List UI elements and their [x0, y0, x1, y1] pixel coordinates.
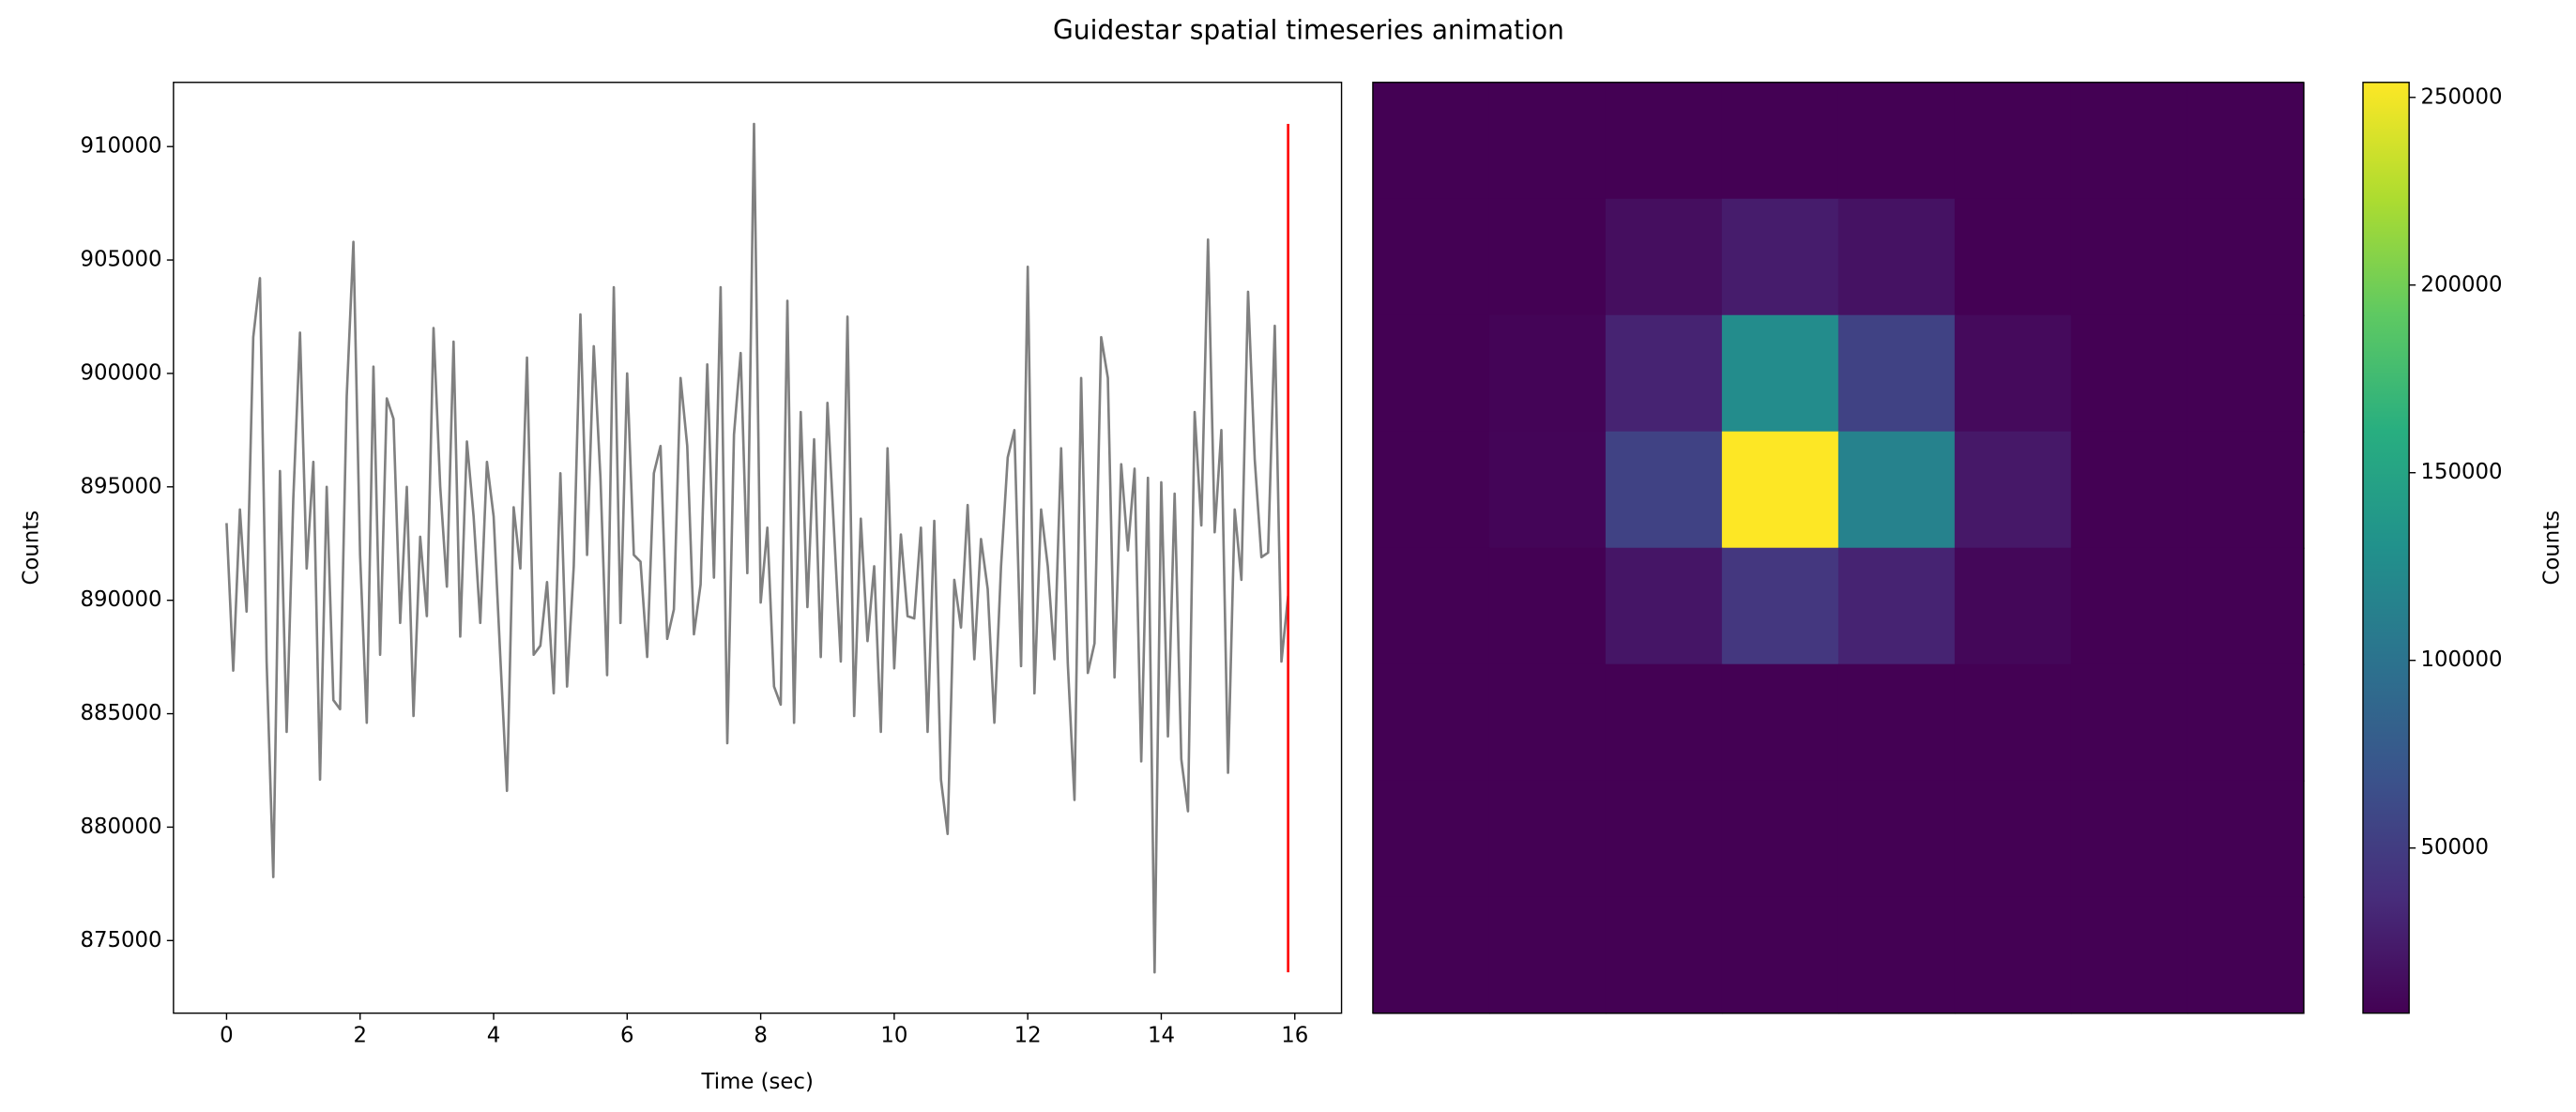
y-tick-label: 890000	[80, 587, 161, 612]
heatmap-cell	[2187, 663, 2305, 782]
heatmap-cell	[2070, 314, 2188, 433]
x-tick-label: 0	[220, 1024, 234, 1048]
heatmap-cell	[1954, 663, 2072, 782]
data-line	[225, 122, 1289, 974]
heatmap-cell	[1488, 896, 1607, 1014]
axes-frame	[173, 82, 1343, 1014]
x-tick-label: 4	[487, 1024, 501, 1048]
heatmap-cell	[1837, 82, 1956, 200]
y-tick-label: 880000	[80, 815, 161, 839]
heatmap-cell	[1954, 547, 2072, 665]
heatmap-cell	[1837, 198, 1956, 316]
heatmap-cell	[1488, 82, 1607, 200]
heatmap-cell	[1605, 431, 1723, 549]
x-tick-label: 14	[1148, 1024, 1175, 1048]
y-tick-label: 875000	[80, 928, 161, 952]
heatmap-cell	[2187, 896, 2305, 1014]
colorbar-tick-label: 100000	[2420, 647, 2502, 672]
heatmap-cell	[1837, 431, 1956, 549]
heatmap-cell	[2070, 780, 2188, 898]
x-tick-label: 8	[754, 1024, 768, 1048]
heatmap-cell	[1372, 314, 1490, 433]
heatmap-cell	[1721, 82, 1839, 200]
heatmap-cell	[2187, 547, 2305, 665]
x-tick-label: 12	[1014, 1024, 1042, 1048]
heatmap-cell	[2187, 198, 2305, 316]
figure-title: Guidestar spatial timeseries animation	[1053, 14, 1564, 45]
heatmap-cell	[1721, 780, 1839, 898]
x-tick-label: 10	[880, 1024, 907, 1048]
heatmap-cell	[1954, 314, 2072, 433]
heatmap-cell	[2070, 896, 2188, 1014]
heatmap-cell	[1721, 547, 1839, 665]
colorbar-tick-label: 250000	[2420, 84, 2502, 109]
heatmap-cell	[1954, 431, 2072, 549]
x-axis-label: Time (sec)	[701, 1070, 814, 1094]
x-tick-label: 16	[1281, 1024, 1308, 1048]
heatmap-cell	[1605, 663, 1723, 782]
heatmap-cell	[2070, 82, 2188, 200]
heatmap-cell	[1372, 82, 1490, 200]
heatmap-cell	[1372, 896, 1490, 1014]
heatmap-cell	[1605, 780, 1723, 898]
heatmap-cell	[1605, 547, 1723, 665]
y-tick-label: 910000	[80, 134, 161, 159]
heatmap-cell	[1488, 663, 1607, 782]
colorbar	[2362, 82, 2410, 1014]
heatmap-cell	[1837, 314, 1956, 433]
heatmap-cell	[1372, 547, 1490, 665]
heatmap-cell	[2070, 198, 2188, 316]
heatmap-cell	[1837, 547, 1956, 665]
heatmap-cell	[1954, 82, 2072, 200]
heatmap-cell	[1837, 663, 1956, 782]
y-tick-label: 900000	[80, 360, 161, 385]
colorbar-tick-label: 50000	[2420, 835, 2489, 860]
heatmap-cell	[1721, 663, 1839, 782]
heatmap-cell	[1721, 314, 1839, 433]
heatmap-cell	[1488, 431, 1607, 549]
heatmap-cell	[1488, 314, 1607, 433]
axes-frame	[1372, 82, 2305, 1014]
heatmap-cell	[2070, 431, 2188, 549]
heatmap-cell	[1605, 82, 1723, 200]
y-tick-label: 905000	[80, 248, 161, 272]
heatmap-cell	[1954, 896, 2072, 1014]
heatmap-cell	[2187, 780, 2305, 898]
heatmap-cell	[1837, 896, 1956, 1014]
x-tick-label: 2	[353, 1024, 367, 1048]
heatmap-cell	[2070, 547, 2188, 665]
heatmap-cell	[1721, 431, 1839, 549]
heatmap-cell	[1954, 780, 2072, 898]
heatmap-cell	[1605, 198, 1723, 316]
colorbar-label: Counts	[2539, 510, 2564, 586]
y-axis-label: Counts	[19, 510, 43, 586]
x-tick-label: 6	[620, 1024, 634, 1048]
heatmap-cell	[1372, 431, 1490, 549]
heatmap-cell	[1372, 198, 1490, 316]
heatmap-cell	[1721, 896, 1839, 1014]
heatmap-cell	[2187, 82, 2305, 200]
heatmap-cell	[1488, 547, 1607, 665]
heatmap-cell	[2187, 431, 2305, 549]
colorbar-tick-label: 200000	[2420, 272, 2502, 297]
y-tick-label: 885000	[80, 701, 161, 725]
y-tick-label: 895000	[80, 474, 161, 498]
heatmap-cell	[1488, 198, 1607, 316]
heatmap-cell	[1372, 663, 1490, 782]
heatmap-cell	[1721, 198, 1839, 316]
heatmap-cell	[2187, 314, 2305, 433]
heatmap-cell	[1605, 896, 1723, 1014]
heatmap-cell	[1605, 314, 1723, 433]
heatmap-cell	[1488, 780, 1607, 898]
heatmap-cell	[1837, 780, 1956, 898]
heatmap-cell	[1954, 198, 2072, 316]
heatmap-cell	[1372, 780, 1490, 898]
heatmap-cell	[2070, 663, 2188, 782]
colorbar-tick-label: 150000	[2420, 460, 2502, 484]
